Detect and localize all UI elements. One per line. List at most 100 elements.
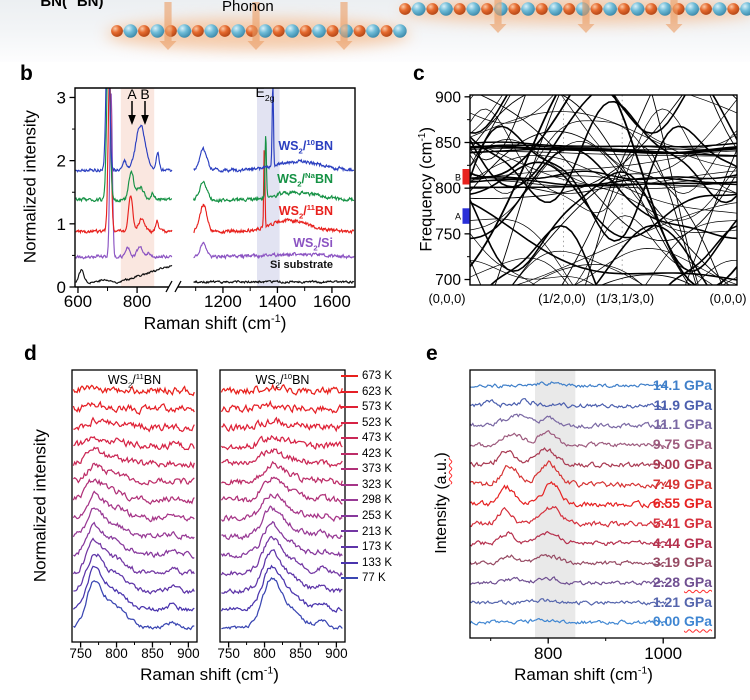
phonon-band (470, 145, 737, 155)
phonon-band (731, 95, 737, 100)
nitrogen-atom (150, 24, 165, 38)
pressure-label: 7.49 GPa (652, 475, 712, 492)
phonon-band (600, 274, 693, 285)
phonon-band (470, 95, 737, 161)
legend-item: 298 K (341, 493, 392, 507)
spectrum-curve (470, 398, 666, 409)
boron-atom (590, 3, 603, 15)
b-axes (74, 87, 356, 288)
spectrum-curve (72, 400, 195, 416)
nitrogen-atom (521, 2, 535, 16)
legend-item: 213 K (341, 525, 392, 539)
spectrum-curve (72, 490, 195, 523)
boron-atom (563, 3, 576, 15)
panel-letter-c: c (413, 62, 425, 85)
x-tick-label: 1600 (313, 292, 351, 311)
b-curves (75, 88, 355, 285)
peak-b-label: B (140, 86, 150, 102)
spectrum-curve (470, 505, 667, 528)
phonon-band (470, 182, 737, 189)
phonon-band (470, 147, 737, 240)
pressure-label: 0.00 GPa (652, 613, 712, 630)
y-tick-label: 2 (57, 152, 66, 171)
spectrum-curve (75, 264, 173, 285)
spectrum-curve (470, 553, 667, 566)
x-tick-label: 850 (141, 646, 164, 661)
x-tick-label: 900 (325, 646, 348, 661)
boron-atom (700, 3, 712, 15)
phonon-band (470, 120, 737, 194)
x-tick-label: 800 (105, 646, 128, 661)
nitrogen-atom (548, 2, 563, 16)
y-tick-label: 900 (435, 89, 461, 106)
highlight-band (120, 88, 155, 287)
y-tick-label: 750 (435, 226, 461, 243)
phonon-arrow (577, 0, 595, 33)
phonon-band (515, 202, 737, 285)
spectrum-curve (470, 429, 667, 449)
spectrum-curve (72, 507, 195, 541)
legend-item: 77 K (341, 571, 386, 585)
spectrum-curve (470, 576, 667, 586)
spectrum-curve (75, 93, 173, 260)
phonon-band (470, 95, 572, 178)
phonon-arrow (247, 2, 265, 50)
phonon-band (470, 177, 737, 187)
phonon-arrow (335, 2, 353, 50)
d-axes-1 (219, 369, 346, 643)
nitrogen-atom (658, 2, 672, 16)
spectrum-curve (470, 460, 667, 489)
legend-item: 323 K (341, 478, 392, 492)
phonon-band (470, 151, 737, 157)
spectrum-curve (470, 481, 667, 509)
panel-letter-d: d (24, 342, 37, 365)
spectrum-curve (73, 416, 195, 433)
spectrum-curve (73, 580, 195, 631)
boron-atom (218, 25, 231, 37)
spectrum-curve (220, 399, 343, 415)
spectrum-curve (193, 241, 355, 260)
phonon-band (470, 125, 737, 242)
spectrum-curve (221, 460, 343, 486)
spectrum-curve (75, 88, 173, 173)
phonon-band (470, 111, 737, 169)
k-path-label: (0,0,0) (710, 291, 747, 306)
spectrum-curve (72, 478, 195, 505)
series-label: WS2/NaBN (277, 170, 333, 189)
x-tick-label: 600 (64, 292, 92, 311)
nitrogen-atom (740, 2, 750, 16)
phonon-label: Phonon (222, 0, 274, 15)
nitrogen-atom (285, 24, 299, 38)
phonon-band (470, 180, 737, 187)
spectrum-curve (220, 493, 343, 523)
boron-atom (299, 25, 312, 37)
pressure-label: 9.00 GPa (652, 455, 712, 472)
boron-atom (380, 25, 393, 37)
panel-letter-e: e (426, 342, 438, 365)
legend-item: 673 K (341, 369, 392, 383)
x-tick-label: 1400 (259, 292, 297, 311)
legend-item: 373 K (341, 462, 392, 476)
c-y-axis-label: Frequency (cm-1) (417, 127, 436, 252)
spectrum-curve (220, 564, 343, 613)
mode-marker (462, 169, 470, 185)
boron-atom (138, 25, 150, 37)
phonon-band (470, 100, 737, 204)
spectrum-curve (220, 535, 343, 578)
spectrum-curve (72, 565, 195, 613)
x-tick-label: 750 (217, 646, 240, 661)
spectrum-curve (220, 383, 343, 396)
phonon-band (470, 257, 737, 285)
nitrogen-atom (177, 24, 192, 38)
spectrum-curve (470, 447, 667, 469)
phonon-band (470, 170, 737, 181)
y-tick-label: 850 (435, 135, 461, 152)
phonon-band (470, 95, 511, 167)
mode-marker (462, 208, 470, 224)
peak-a-label: A (127, 86, 137, 102)
phonon-band (584, 145, 697, 285)
spectrum-curve (72, 537, 195, 576)
legend-item: 253 K (341, 509, 392, 523)
y-tick-label: 800 (435, 181, 461, 198)
